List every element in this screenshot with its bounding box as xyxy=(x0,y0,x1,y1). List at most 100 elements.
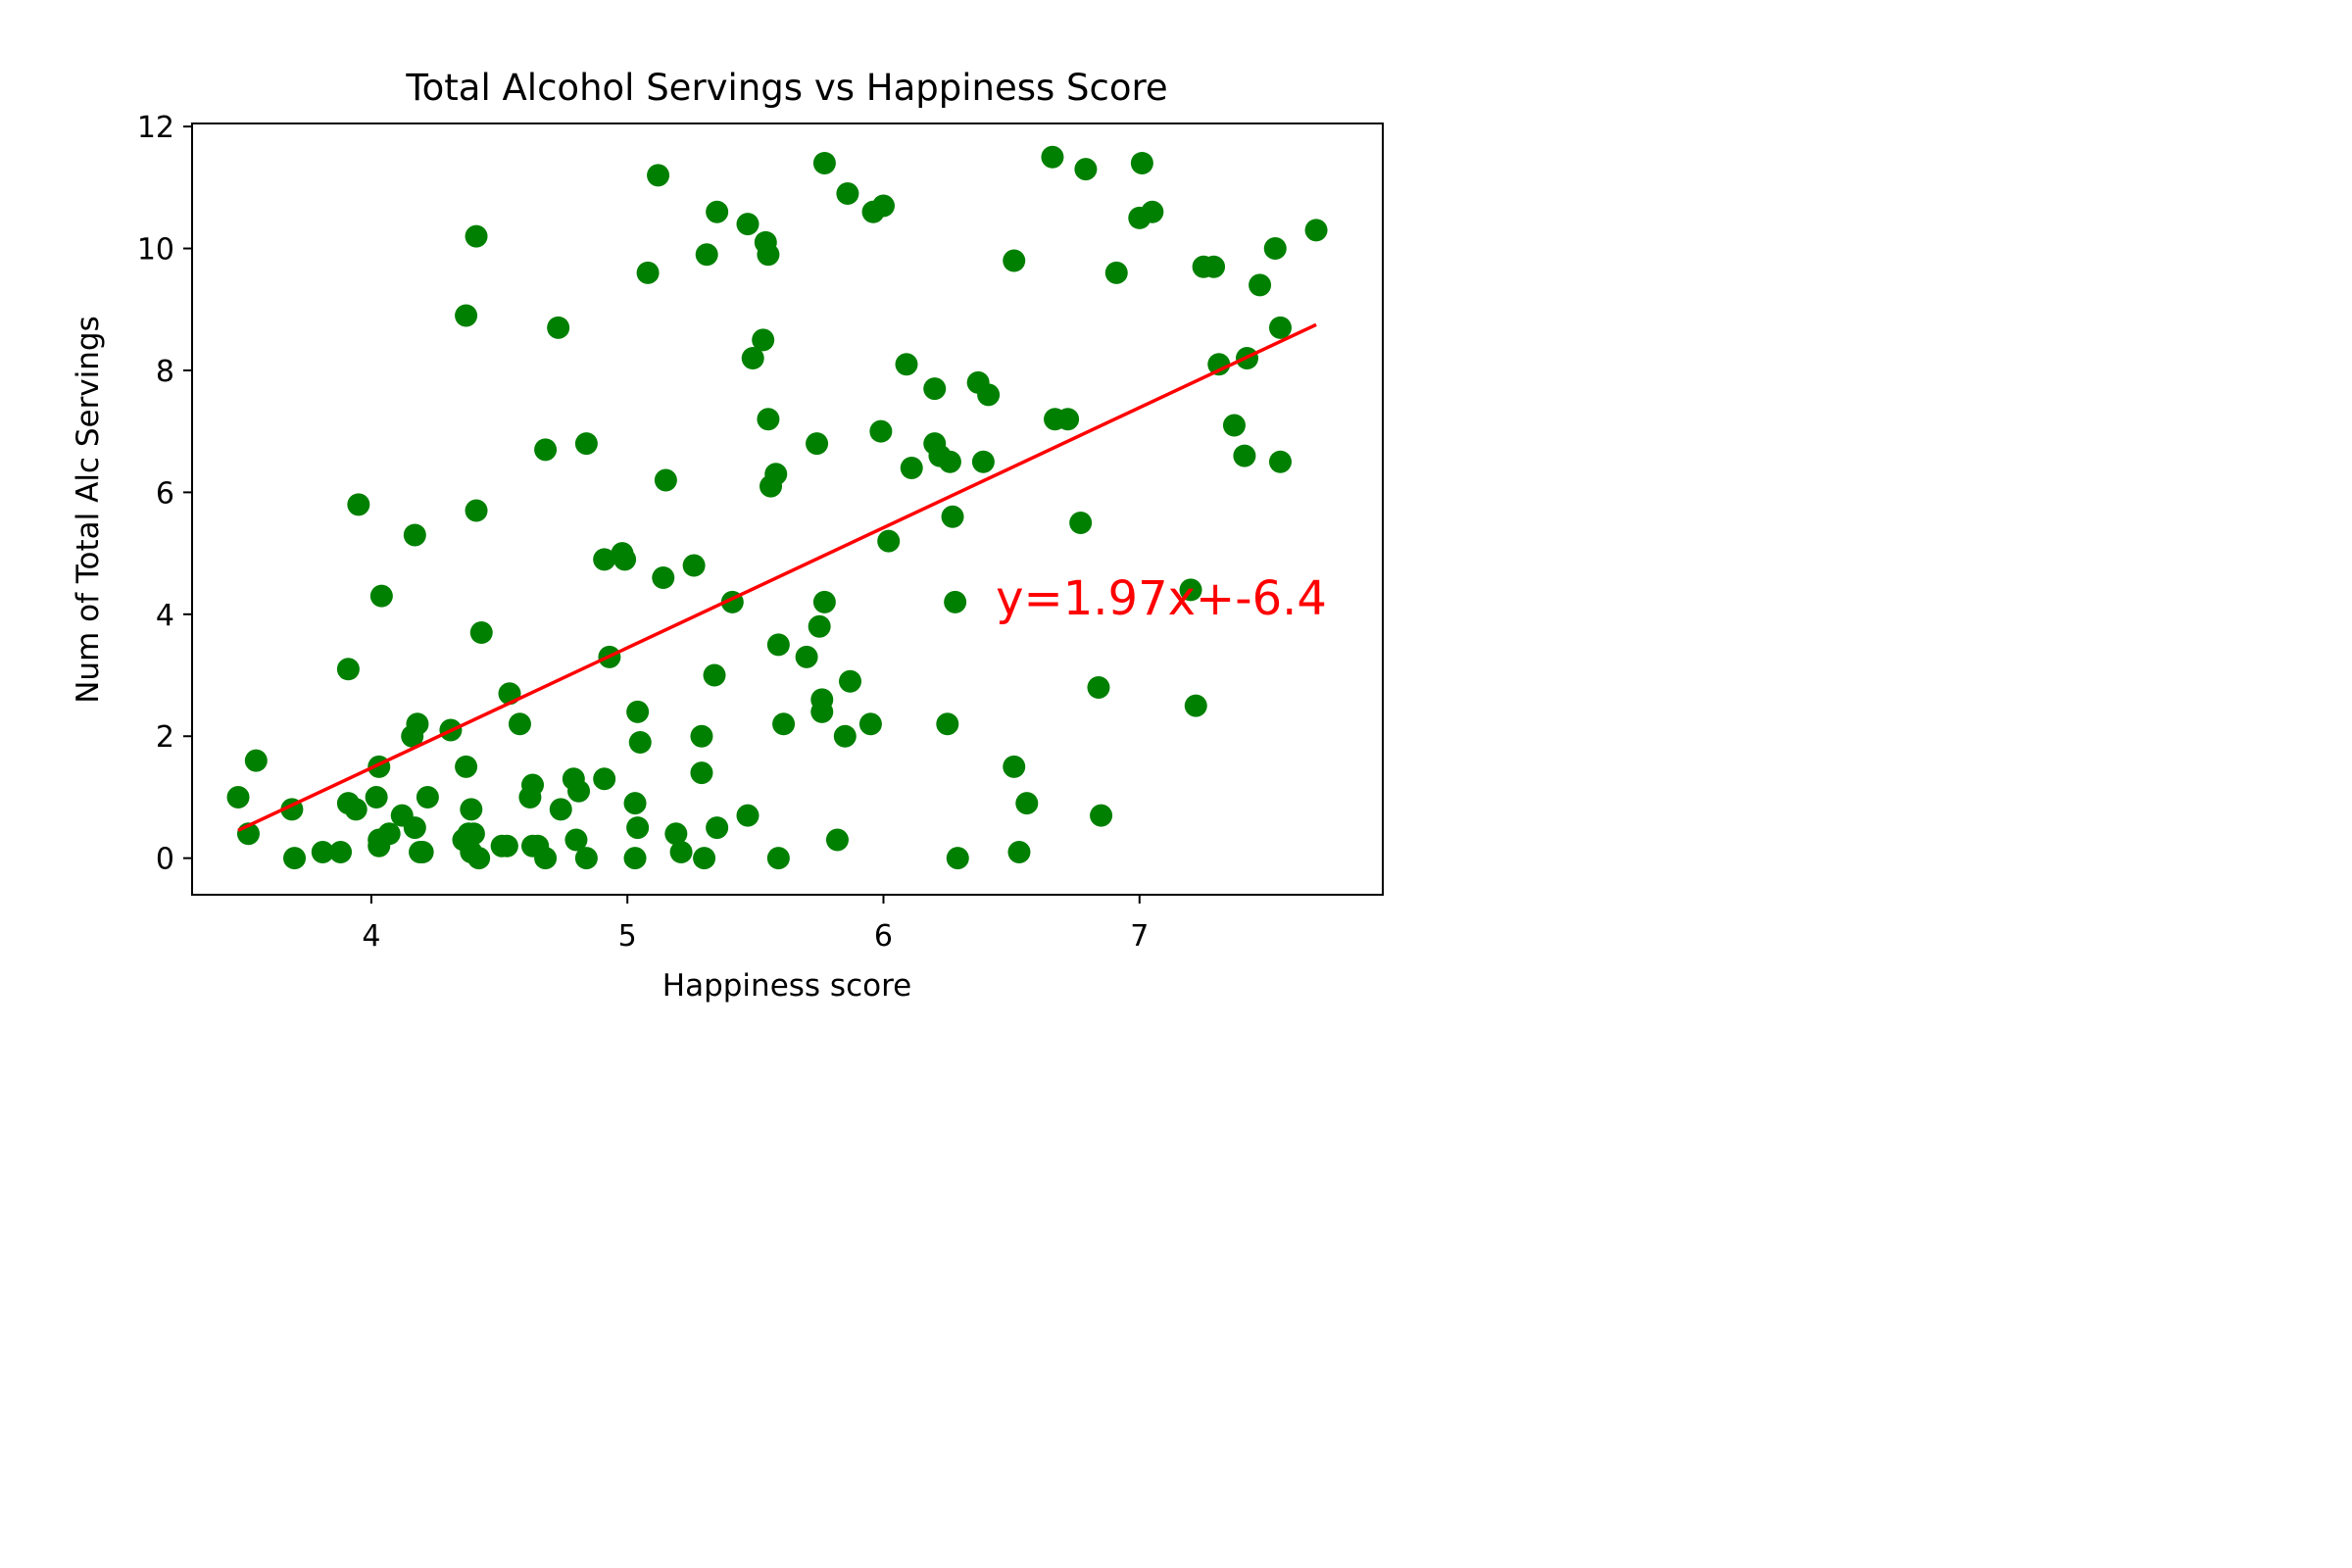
scatter-point xyxy=(495,834,518,858)
scatter-point xyxy=(647,164,670,187)
scatter-point xyxy=(460,798,483,821)
scatter-point xyxy=(706,200,729,223)
scatter-point xyxy=(1003,249,1026,272)
scatter-point xyxy=(1207,353,1231,376)
scatter-point xyxy=(549,798,572,821)
x-tick-label: 6 xyxy=(874,919,893,954)
scatter-point xyxy=(403,816,426,840)
scatter-point xyxy=(613,548,637,571)
scatter-point xyxy=(695,243,718,267)
regression-layer: y=1.97x+-6.4 xyxy=(237,322,1327,832)
scatter-point xyxy=(877,529,901,553)
scatter-point xyxy=(623,792,647,815)
scatter-point xyxy=(626,816,650,840)
scatter-point xyxy=(766,847,790,870)
scatter-point xyxy=(1130,151,1153,174)
scatter-point xyxy=(469,620,493,644)
scatter-point xyxy=(1090,804,1113,827)
scatter-point xyxy=(900,457,923,480)
scatter-point xyxy=(1007,840,1031,863)
scatter-point xyxy=(636,261,660,284)
scatter-point xyxy=(465,499,488,522)
scatter-point xyxy=(923,377,947,401)
scatter-point xyxy=(772,712,796,736)
scatter-point xyxy=(406,712,429,736)
scatter-point xyxy=(547,316,570,339)
scatter-point xyxy=(1104,261,1128,284)
scatter-point xyxy=(1056,408,1080,431)
scatter-point xyxy=(839,669,862,693)
scatter-point xyxy=(693,847,716,870)
scatter-point xyxy=(1268,316,1292,339)
scatter-point xyxy=(567,779,591,803)
scatter-point xyxy=(652,565,675,589)
scatter-point xyxy=(226,785,250,808)
scatter-point xyxy=(416,785,439,808)
scatter-point xyxy=(564,828,588,852)
scatter-point xyxy=(941,505,964,528)
scatter-point xyxy=(938,450,961,473)
scatter-point xyxy=(736,213,760,236)
scatter-point xyxy=(736,804,760,827)
x-tick-label: 7 xyxy=(1130,919,1149,954)
scatter-point xyxy=(766,633,790,657)
y-tick-label: 8 xyxy=(156,355,174,389)
scatter-point xyxy=(812,151,836,174)
scatter-point xyxy=(534,847,558,870)
scatter-point xyxy=(654,468,677,492)
scatter-point xyxy=(752,328,775,352)
scatter-point xyxy=(936,712,959,736)
scatter-point xyxy=(462,822,485,846)
scatter-point xyxy=(244,749,268,772)
scatter-point xyxy=(593,548,616,571)
scatter-point xyxy=(1249,273,1272,297)
scatter-chart: Total Alcohol Servings vs Happiness Scor… xyxy=(0,0,1527,1033)
scatter-point xyxy=(1202,255,1226,278)
x-axis-label: Happiness score xyxy=(662,968,911,1004)
y-tick-label: 6 xyxy=(156,476,174,511)
scatter-point xyxy=(757,243,780,267)
scatter-point xyxy=(1304,219,1328,242)
scatter-point xyxy=(977,383,1001,407)
regression-line xyxy=(237,322,1317,832)
scatter-point xyxy=(741,347,764,370)
scatter-point xyxy=(869,419,893,443)
scatter-point xyxy=(593,767,616,791)
scatter-point xyxy=(1041,145,1064,169)
scatter-point xyxy=(1268,450,1292,473)
data-points xyxy=(226,145,1328,870)
scatter-point xyxy=(808,614,831,638)
scatter-point xyxy=(1263,237,1287,261)
scatter-point xyxy=(1222,414,1246,437)
scatter-point xyxy=(365,785,388,808)
scatter-point xyxy=(944,590,967,613)
scatter-point xyxy=(682,554,706,577)
y-tick-label: 12 xyxy=(137,111,174,145)
scatter-point xyxy=(858,712,882,736)
scatter-point xyxy=(411,840,434,863)
scatter-point xyxy=(628,730,652,754)
scatter-point xyxy=(1074,158,1098,181)
scatter-point xyxy=(946,847,969,870)
scatter-point xyxy=(825,828,849,852)
scatter-point xyxy=(1184,694,1207,717)
scatter-point xyxy=(283,847,307,870)
scatter-point xyxy=(1069,511,1093,534)
scatter-point xyxy=(626,700,650,723)
scatter-point xyxy=(455,755,478,778)
scatter-point xyxy=(574,432,598,456)
plot-frame xyxy=(191,122,1384,896)
scatter-point xyxy=(664,822,688,846)
scatter-point xyxy=(806,432,829,456)
scatter-point xyxy=(1233,444,1256,467)
regression-equation-label: y=1.97x+-6.4 xyxy=(996,571,1327,626)
scatter-point xyxy=(1003,755,1026,778)
y-tick-label: 10 xyxy=(137,233,174,268)
scatter-point xyxy=(764,463,788,486)
scatter-point xyxy=(1015,792,1039,815)
scatter-point xyxy=(336,658,360,681)
x-tick-label: 5 xyxy=(618,919,637,954)
scatter-point xyxy=(455,304,478,327)
scatter-point xyxy=(1087,675,1110,699)
scatter-point xyxy=(377,822,401,846)
